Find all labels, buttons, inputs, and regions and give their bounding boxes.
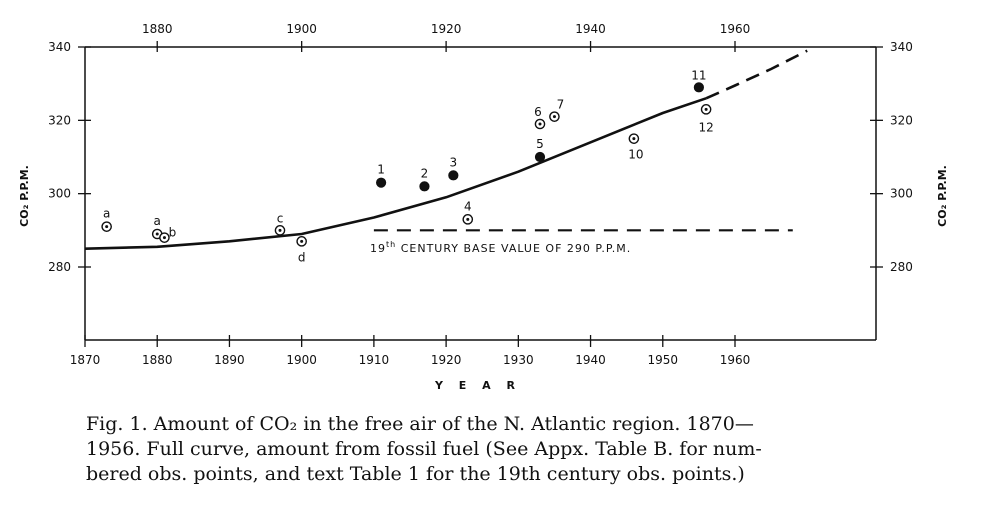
left-y-tick-label: 340 (48, 40, 71, 54)
baseline-label-end: CENTURY BASE VALUE OF 290 P.P.M. (396, 242, 631, 255)
baseline-label-sup: th (386, 240, 396, 249)
ticks (78, 41, 883, 347)
data-point-label: 11 (691, 68, 706, 82)
bottom-x-tick-label: 1870 (70, 353, 101, 367)
data-point-label: 10 (628, 148, 643, 162)
data-point-label: 7 (557, 98, 565, 112)
data-point-filled (534, 151, 546, 163)
bottom-x-tick-label: 1910 (359, 353, 390, 367)
left-y-tick-label: 280 (48, 260, 71, 274)
data-point-label: a (103, 207, 110, 221)
baseline-label-start: 19 (370, 242, 386, 255)
baseline-label: 19th CENTURY BASE VALUE OF 290 P.P.M. (370, 240, 631, 255)
left-y-tick-label: 320 (48, 113, 71, 127)
bottom-x-tick-label: 1900 (286, 353, 317, 367)
bottom-x-tick-label: 1950 (648, 353, 679, 367)
data-point-label: a (154, 214, 161, 228)
fossil-fuel-curve (84, 97, 707, 250)
data-point-center-dot (105, 225, 109, 229)
data-point-filled (693, 82, 704, 93)
data-point-center-dot (155, 232, 159, 236)
data-point-label: b (169, 226, 177, 240)
axes (84, 46, 877, 341)
top-x-tick-label: 1940 (575, 22, 606, 36)
data-point-center-dot (552, 115, 556, 119)
data-point-label: d (298, 250, 306, 264)
right-y-tick-label: 300 (890, 187, 913, 201)
data-point-center-dot (704, 107, 708, 111)
top-x-tick-label: 1900 (286, 22, 317, 36)
curves (84, 49, 808, 250)
left-y-axis-title: CO₂ P.P.M. (18, 165, 31, 227)
left-y-tick-label: 300 (48, 187, 71, 201)
right-y-tick-label: 280 (890, 260, 913, 274)
data-point-label: 1 (377, 163, 385, 177)
right-y-tick-label: 340 (890, 40, 913, 54)
data-point-label: 3 (450, 155, 458, 169)
data-point-center-dot (300, 239, 304, 243)
bottom-x-tick-label: 1880 (142, 353, 173, 367)
right-y-axis-title: CO₂ P.P.M. (936, 165, 949, 227)
top-x-tick-label: 1960 (720, 22, 751, 36)
bottom-x-tick-label: 1920 (431, 353, 462, 367)
data-point-center-dot (538, 122, 542, 126)
data-point-label: 4 (464, 199, 472, 213)
bottom-x-tick-label: 1940 (575, 353, 606, 367)
co2-chart: 1870 1880 1890 1900 1910 1920 1930 1940 1950 1960… (18, 22, 949, 392)
fossil-fuel-curve-extrapolation (705, 49, 808, 100)
data-point-label: 6 (534, 105, 542, 119)
top-x-tick-label: 1920 (431, 22, 462, 36)
figure-caption: Fig. 1. Amount of CO₂ in the free air of… (86, 413, 762, 485)
data-point-center-dot (162, 236, 166, 240)
baseline-group: 19th CENTURY BASE VALUE OF 290 P.P.M. (370, 229, 793, 255)
data-point-filled (448, 170, 459, 181)
top-x-tick-label: 1880 (142, 22, 173, 36)
data-point-label: 2 (421, 166, 429, 180)
data-point-label: 12 (698, 120, 713, 134)
bottom-x-tick-label: 1930 (503, 353, 534, 367)
data-point-filled (419, 181, 430, 192)
data-point-label: c (277, 211, 284, 225)
data-point-center-dot (278, 228, 282, 232)
bottom-x-tick-label: 1960 (720, 353, 751, 367)
data-point-center-dot (632, 137, 636, 141)
data-point-filled (376, 177, 387, 188)
bottom-x-tick-label: 1890 (214, 353, 245, 367)
data-points (101, 82, 712, 247)
data-point-label: 5 (536, 137, 544, 151)
tick-labels: 1870 1880 1890 1900 1910 1920 1930 1940 1950 1960… (48, 22, 913, 367)
right-y-tick-label: 320 (890, 113, 913, 127)
x-axis-title: Y E A R (434, 379, 521, 392)
data-point-center-dot (466, 217, 470, 221)
